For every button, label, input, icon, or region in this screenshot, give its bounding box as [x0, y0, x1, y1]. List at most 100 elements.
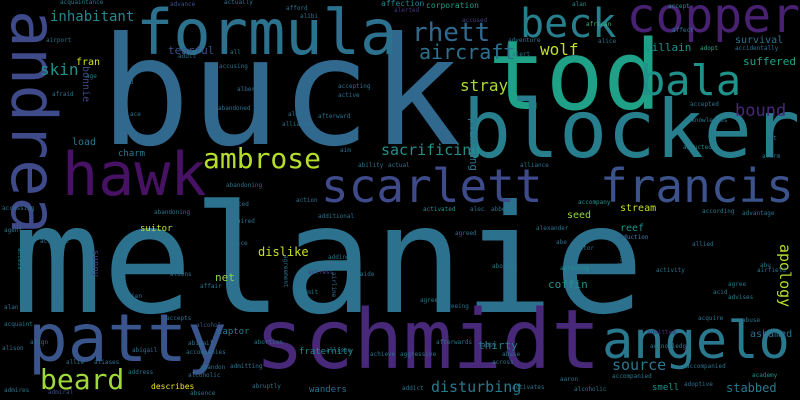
word-academy: academy: [752, 372, 778, 379]
word-align: align: [30, 339, 49, 346]
word-alibi: alibi: [300, 13, 319, 20]
word-act: act: [766, 135, 777, 142]
word-advice: advice: [226, 240, 248, 247]
word-disturbing: disturbing: [431, 378, 522, 396]
word-adoptive: adoptive: [684, 381, 713, 388]
word-accept: accept: [668, 3, 690, 10]
word-acknowledges: acknowledges: [684, 117, 728, 124]
word-abbey: abbey: [491, 206, 510, 213]
word-abby: abby: [482, 342, 497, 349]
word-wolf: wolf: [540, 40, 579, 59]
word-stray: stray: [460, 76, 509, 95]
word-alice: alice: [598, 38, 617, 45]
word-dislike: dislike: [258, 245, 309, 259]
word-survival: survival: [735, 35, 784, 46]
word-advises: advises: [728, 294, 754, 301]
word-agency: agency: [618, 244, 625, 266]
word-actually: actually: [224, 0, 253, 6]
word-afraid: afraid: [52, 91, 74, 98]
word-actress: actress: [308, 269, 334, 276]
word-corporation: corporation: [426, 1, 479, 10]
word-alert: alert: [512, 51, 531, 58]
word-abuse-2: abuse: [742, 317, 761, 324]
word-accepted: accepted: [690, 101, 719, 108]
word-abuse: abuse: [502, 351, 521, 358]
word-alliance: alliance: [282, 121, 311, 128]
word-additional: additional: [318, 213, 355, 220]
word-beck: beck: [520, 1, 617, 47]
word-abandoned: abandoned: [218, 105, 251, 112]
word-alcoholic-2: alcoholic: [574, 386, 607, 393]
word-abigail-2: abigail: [132, 347, 158, 354]
word-angelo: angelo: [602, 311, 790, 371]
word-aboard: aboard: [492, 263, 514, 270]
word-alec: alec: [470, 206, 485, 213]
word-aim: aim: [340, 147, 351, 154]
word-alliance-2: alliance: [520, 162, 549, 169]
word-source: source: [612, 356, 667, 374]
word-affection: affection: [381, 0, 425, 8]
word-achieve: achieve: [370, 351, 396, 358]
word-active: active: [338, 92, 360, 99]
word-afford: afford: [286, 5, 308, 12]
word-activates: activates: [512, 384, 545, 391]
word-address: address: [128, 369, 154, 376]
word-suitor: suitor: [140, 224, 173, 234]
word-describes: describes: [151, 382, 195, 391]
word-abandon: abandon: [200, 364, 226, 371]
word-ability: ability: [358, 162, 384, 169]
word-aliens: aliens: [170, 271, 192, 278]
word-agreed-2: agreed: [420, 297, 442, 304]
word-captor: captor: [217, 327, 250, 337]
word-admitted: admitted: [647, 329, 676, 336]
word-agreement: agreement: [282, 255, 289, 288]
word-accompanied-2: accompanied: [686, 363, 726, 370]
word-blocker: blocker: [462, 83, 800, 176]
word-scarlett: scarlett: [321, 159, 543, 213]
word-sacrificing: sacrificing: [381, 141, 481, 159]
word-aircraft: aircraft: [419, 40, 516, 64]
word-ace: ace: [130, 111, 141, 118]
word-african: african: [586, 21, 612, 28]
word-thirty: thirty: [478, 339, 518, 352]
word-inhabitant: inhabitant: [50, 9, 135, 25]
word-tearful: tearful: [168, 44, 215, 57]
word-villain: villain: [645, 41, 692, 54]
word-aaron: aaron: [560, 376, 579, 383]
word-acquaintance: acquaintance: [60, 0, 104, 6]
word-access: access: [16, 248, 23, 270]
word-ad: ad: [126, 79, 134, 86]
word-coffin: coffin: [548, 278, 588, 291]
word-adopt: adopt: [700, 45, 719, 52]
word-alcohol: alcohol: [196, 322, 222, 329]
word-activated: activated: [423, 206, 456, 213]
word-affair: affair: [200, 283, 222, 290]
word-bound: bound: [735, 101, 787, 121]
word-acquaint: acquaint: [4, 321, 33, 328]
word-abortion: abortion: [254, 339, 283, 346]
word-agreeing: agreeing: [560, 265, 589, 272]
word-admit: admit: [300, 289, 319, 296]
word-hawk: hawk: [62, 140, 207, 210]
word-affect: affect: [672, 27, 694, 34]
word-across: across: [492, 359, 514, 366]
word-net: net: [215, 271, 235, 284]
word-sunny: sunny: [90, 250, 100, 278]
word-beard: beard: [40, 363, 125, 396]
word-melanie: melanie: [12, 174, 645, 348]
word-abu: abu: [760, 262, 771, 269]
word-ambrose: ambrose: [203, 142, 322, 175]
word-abe: abe: [556, 239, 567, 246]
word-andrea: andrea: [0, 10, 70, 234]
word-abandoning: abandoning: [226, 182, 263, 189]
word-alerted: alerted: [394, 7, 420, 14]
word-afterwards: afterwards: [436, 339, 473, 346]
word-abruptly: abruptly: [252, 383, 281, 390]
word-accused: accused: [462, 17, 488, 24]
word-addict: addict: [402, 385, 424, 392]
word-acquire: acquire: [698, 315, 724, 322]
word-actor: actor: [576, 245, 595, 252]
word-airport: airport: [46, 37, 72, 44]
word-alarm: alarm: [762, 153, 781, 160]
word-according: according: [702, 208, 735, 215]
